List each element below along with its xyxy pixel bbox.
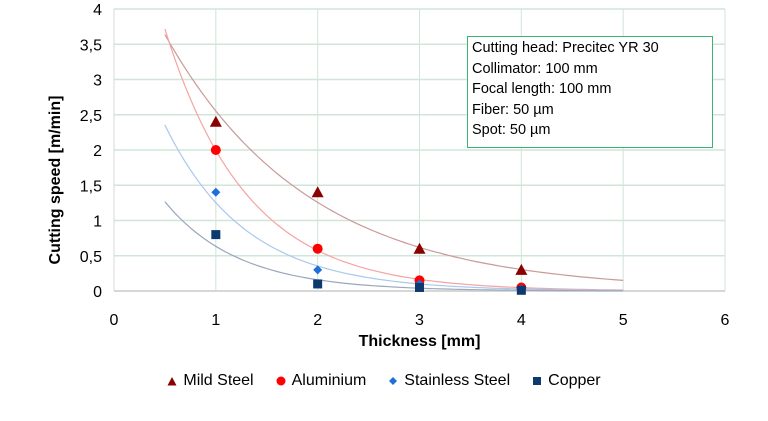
legend-label: Aluminium (291, 372, 367, 389)
legend-item-mild-steel: Mild Steel (167, 372, 254, 390)
annotation-box: Cutting head: Precitec YR 30 Collimator:… (467, 36, 713, 148)
annotation-line: Fiber: 50 µm (472, 101, 554, 118)
triangle-marker-icon (167, 377, 177, 386)
data-point-square (313, 279, 323, 289)
trendline (164, 201, 624, 292)
x-tick-label: 6 (721, 312, 730, 329)
x-tick-label: 1 (211, 312, 220, 329)
legend-label: Copper (548, 372, 601, 389)
y-tick-label: 0 (93, 284, 102, 301)
x-tick-label: 4 (517, 312, 526, 329)
y-tick-label: 3 (93, 73, 102, 90)
annotation-line: Focal length: 100 mm (472, 81, 612, 97)
x-tick-label: 2 (313, 312, 322, 329)
legend-label: Mild Steel (183, 372, 254, 389)
legend-label: Stainless Steel (404, 372, 511, 389)
data-point-circle (210, 145, 221, 155)
legend-item-copper: Copper (532, 372, 601, 390)
y-tick-label: 2 (93, 143, 102, 160)
trendline (164, 124, 624, 291)
x-tick-label: 3 (415, 312, 424, 329)
y-tick-label: 4 (93, 2, 102, 19)
legend-item-aluminium: Aluminium (276, 372, 367, 390)
legend: Mild Steel Aluminium Stainless Steel Cop… (0, 372, 768, 390)
annotation-line: Spot: 50 µm (472, 122, 551, 138)
y-tick-label: 3,5 (80, 37, 102, 54)
circle-marker-icon (276, 376, 286, 386)
annotation-line: Cutting head: Precitec YR 30 (472, 40, 659, 56)
y-tick-label: 2,5 (80, 108, 102, 125)
data-point-square (516, 285, 526, 295)
x-tick-label: 5 (619, 312, 628, 329)
y-tick-label: 1 (93, 214, 102, 231)
data-point-circle (312, 243, 323, 254)
square-marker-icon (533, 377, 542, 385)
data-point-square (211, 230, 221, 240)
data-point-triangle (413, 242, 426, 254)
y-tick-label: 1,5 (80, 178, 102, 195)
diamond-marker-icon (389, 377, 398, 385)
data-point-triangle (311, 186, 324, 198)
trendline (164, 34, 624, 281)
data-point-triangle (515, 263, 528, 275)
x-tick-label: 0 (110, 312, 119, 329)
data-point-triangle (209, 115, 222, 127)
data-point-square (415, 282, 424, 292)
data-point-diamond (211, 187, 221, 197)
x-axis-label: Thickness [mm] (359, 333, 481, 350)
legend-item-stainless-steel: Stainless Steel (388, 372, 510, 390)
y-axis-label: Cutting speed [m/min] (47, 96, 64, 265)
data-point-diamond (313, 265, 323, 275)
trendline (164, 28, 624, 291)
annotation-line: Collimator: 100 mm (472, 60, 598, 77)
y-tick-label: 0,5 (80, 249, 102, 266)
